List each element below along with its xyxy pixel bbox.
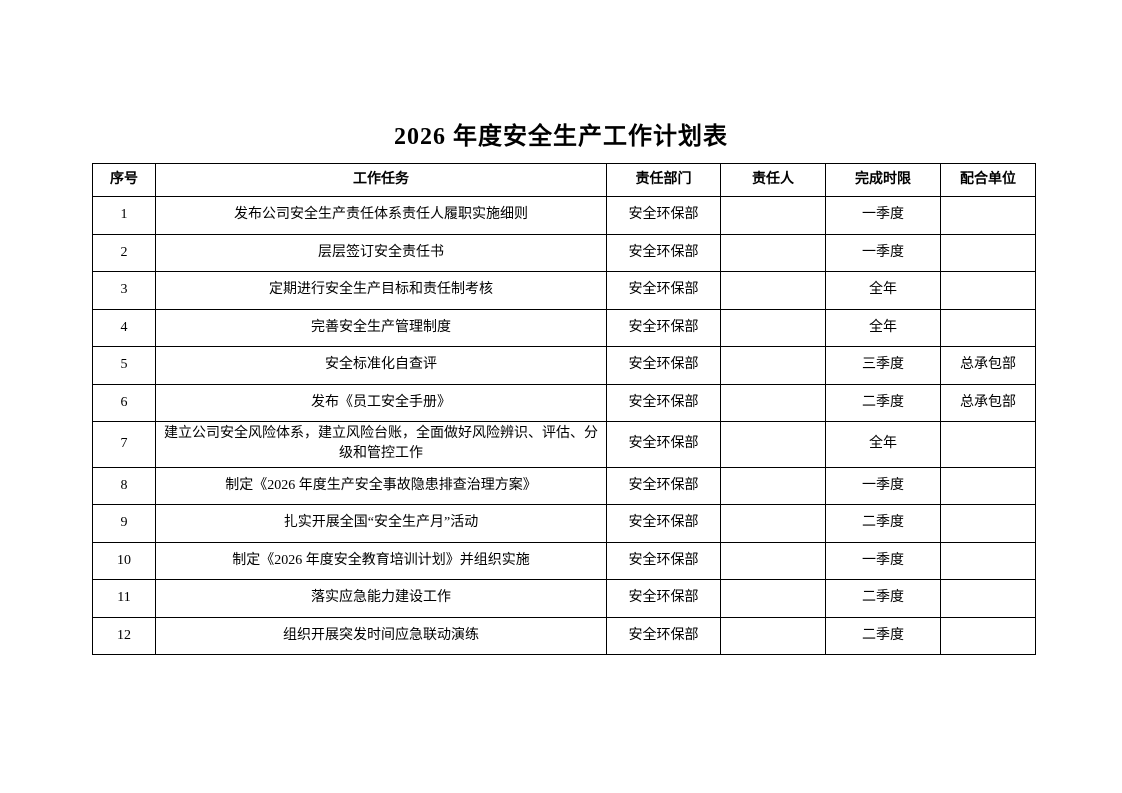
- cell-deadline: 一季度: [825, 541, 941, 581]
- cell-person: [720, 308, 826, 347]
- cell-index: 10: [92, 541, 156, 581]
- cell-index: 6: [92, 383, 156, 422]
- table-row: 5 安全标准化自查评 安全环保部 三季度 总承包部: [92, 346, 1036, 385]
- cell-deadline: 全年: [825, 271, 941, 310]
- table-row: 6 发布《员工安全手册》 安全环保部 二季度 总承包部: [92, 383, 1036, 422]
- cell-task: 扎实开展全国“安全生产月”活动: [155, 504, 607, 543]
- cell-person: [720, 579, 826, 618]
- cell-deadline: 一季度: [825, 233, 941, 272]
- cell-department: 安全环保部: [606, 271, 721, 310]
- cell-task: 安全标准化自查评: [155, 346, 607, 385]
- cell-index: 8: [92, 466, 156, 506]
- table-row: 7 建立公司安全风险体系，建立风险台账，全面做好风险辨识、评估、分级和管控工作 …: [92, 421, 1036, 468]
- cell-index: 11: [92, 579, 156, 618]
- table-row: 11 落实应急能力建设工作 安全环保部 二季度: [92, 579, 1036, 618]
- cell-person: [720, 421, 826, 468]
- table-row: 3 定期进行安全生产目标和责任制考核 安全环保部 全年: [92, 271, 1036, 310]
- cell-index: 3: [92, 271, 156, 310]
- cell-department: 安全环保部: [606, 421, 721, 468]
- table-row: 9 扎实开展全国“安全生产月”活动 安全环保部 二季度: [92, 504, 1036, 543]
- cell-deadline: 一季度: [825, 196, 941, 235]
- cell-partner: [940, 466, 1036, 506]
- table-row: 4 完善安全生产管理制度 安全环保部 全年: [92, 308, 1036, 347]
- table-row: 10 制定《2026 年度安全教育培训计划》并组织实施 安全环保部 一季度: [92, 541, 1036, 581]
- cell-person: [720, 346, 826, 385]
- table-row: 8 制定《2026 年度生产安全事故隐患排查治理方案》 安全环保部 一季度: [92, 466, 1036, 506]
- cell-partner: 总承包部: [940, 383, 1036, 422]
- cell-partner: [940, 271, 1036, 310]
- cell-department: 安全环保部: [606, 504, 721, 543]
- table-row: 12 组织开展突发时间应急联动演练 安全环保部 二季度: [92, 616, 1036, 656]
- cell-deadline: 全年: [825, 421, 941, 468]
- cell-partner: [940, 504, 1036, 543]
- cell-department: 安全环保部: [606, 466, 721, 506]
- cell-deadline: 一季度: [825, 466, 941, 506]
- table-row: 1 发布公司安全生产责任体系责任人履职实施细则 安全环保部 一季度: [92, 196, 1036, 235]
- table-header-row: 序号 工作任务 责任部门 责任人 完成时限 配合单位: [92, 163, 1036, 197]
- cell-person: [720, 271, 826, 310]
- cell-person: [720, 616, 826, 656]
- cell-index: 4: [92, 308, 156, 347]
- cell-task: 发布《员工安全手册》: [155, 383, 607, 422]
- cell-person: [720, 466, 826, 506]
- cell-index: 12: [92, 616, 156, 656]
- cell-deadline: 全年: [825, 308, 941, 347]
- cell-partner: [940, 233, 1036, 272]
- header-cell-partner: 配合单位: [940, 163, 1036, 197]
- cell-department: 安全环保部: [606, 233, 721, 272]
- cell-department: 安全环保部: [606, 346, 721, 385]
- cell-task: 定期进行安全生产目标和责任制考核: [155, 271, 607, 310]
- cell-task: 制定《2026 年度安全教育培训计划》并组织实施: [155, 541, 607, 581]
- cell-task: 组织开展突发时间应急联动演练: [155, 616, 607, 656]
- cell-task: 完善安全生产管理制度: [155, 308, 607, 347]
- cell-partner: [940, 308, 1036, 347]
- cell-deadline: 二季度: [825, 504, 941, 543]
- cell-person: [720, 233, 826, 272]
- cell-task: 建立公司安全风险体系，建立风险台账，全面做好风险辨识、评估、分级和管控工作: [155, 421, 607, 468]
- cell-partner: [940, 541, 1036, 581]
- cell-department: 安全环保部: [606, 616, 721, 656]
- header-cell-deadline: 完成时限: [825, 163, 941, 197]
- cell-index: 1: [92, 196, 156, 235]
- table-row: 2 层层签订安全责任书 安全环保部 一季度: [92, 233, 1036, 272]
- cell-partner: 总承包部: [940, 346, 1036, 385]
- cell-partner: [940, 196, 1036, 235]
- header-cell-task: 工作任务: [155, 163, 607, 197]
- cell-department: 安全环保部: [606, 383, 721, 422]
- cell-task: 层层签订安全责任书: [155, 233, 607, 272]
- cell-department: 安全环保部: [606, 308, 721, 347]
- cell-person: [720, 383, 826, 422]
- cell-task: 发布公司安全生产责任体系责任人履职实施细则: [155, 196, 607, 235]
- page-title: 2026 年度安全生产工作计划表: [394, 124, 728, 150]
- cell-task: 制定《2026 年度生产安全事故隐患排查治理方案》: [155, 466, 607, 506]
- cell-deadline: 二季度: [825, 383, 941, 422]
- header-cell-person: 责任人: [720, 163, 826, 197]
- cell-index: 7: [92, 421, 156, 468]
- cell-person: [720, 541, 826, 581]
- cell-index: 5: [92, 346, 156, 385]
- cell-person: [720, 196, 826, 235]
- cell-department: 安全环保部: [606, 579, 721, 618]
- cell-department: 安全环保部: [606, 541, 721, 581]
- cell-index: 2: [92, 233, 156, 272]
- cell-deadline: 二季度: [825, 616, 941, 656]
- cell-index: 9: [92, 504, 156, 543]
- cell-task: 落实应急能力建设工作: [155, 579, 607, 618]
- cell-partner: [940, 421, 1036, 468]
- work-plan-table: 序号 工作任务 责任部门 责任人 完成时限 配合单位 1 发布公司安全生产责任体…: [92, 163, 1036, 656]
- header-cell-department: 责任部门: [606, 163, 721, 197]
- cell-partner: [940, 579, 1036, 618]
- cell-partner: [940, 616, 1036, 656]
- cell-deadline: 二季度: [825, 579, 941, 618]
- cell-department: 安全环保部: [606, 196, 721, 235]
- cell-person: [720, 504, 826, 543]
- cell-deadline: 三季度: [825, 346, 941, 385]
- header-cell-index: 序号: [92, 163, 156, 197]
